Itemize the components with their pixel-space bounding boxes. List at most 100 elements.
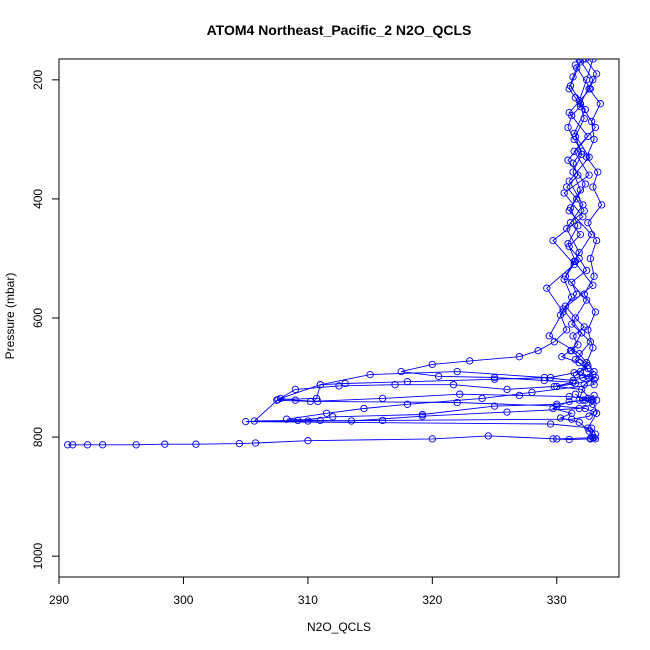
data-point [291, 385, 300, 394]
data-point [568, 347, 576, 355]
y-axis: 200 400 600 800 1000 [31, 70, 59, 570]
plot-frame [58, 58, 620, 578]
data-point [575, 350, 583, 358]
data-point [515, 353, 524, 361]
data-point [560, 189, 568, 197]
data-point [434, 372, 443, 380]
data-point [283, 415, 291, 423]
data-point [304, 417, 312, 425]
data-point [592, 236, 601, 245]
data-point [574, 222, 582, 230]
data-point [576, 230, 585, 239]
data-point [132, 441, 140, 449]
data-point [590, 391, 598, 400]
data-point [591, 373, 600, 382]
data-point [578, 329, 586, 337]
data-point [235, 439, 244, 448]
data-point [573, 370, 581, 379]
series-6 [559, 61, 601, 442]
data-point [586, 338, 595, 346]
data-point [565, 435, 573, 444]
data-point [347, 417, 356, 425]
data-point [581, 59, 590, 63]
data-point [378, 394, 387, 403]
x-tick-label: 330 [547, 593, 567, 607]
data-point [428, 360, 436, 369]
data-point [549, 435, 557, 443]
data-point [575, 404, 583, 413]
y-axis-label: Pressure (mbar) [3, 273, 17, 360]
data-point [584, 326, 592, 334]
data-point [594, 168, 602, 176]
data-point [587, 230, 596, 239]
data-point [586, 85, 595, 93]
data-point [591, 435, 600, 443]
data-point [329, 413, 337, 421]
y-tick-label: 800 [31, 427, 45, 447]
data-point [565, 177, 573, 185]
data-point [571, 314, 580, 322]
data-point [571, 356, 580, 364]
data-point [559, 305, 567, 313]
data-point [478, 394, 486, 403]
data-point [490, 402, 499, 410]
data-point [591, 308, 600, 316]
data-point [561, 272, 570, 280]
data-point [590, 135, 598, 144]
data-point [582, 266, 591, 275]
data-point [571, 61, 580, 69]
data-point [453, 367, 461, 376]
data-point [566, 219, 575, 227]
data-point [584, 394, 592, 403]
y-tick-label: 400 [31, 189, 45, 209]
data-point [564, 156, 572, 164]
data-point [589, 281, 597, 289]
data-point [565, 207, 573, 215]
data-point [586, 434, 595, 442]
data-point [584, 219, 592, 227]
data-point [570, 129, 578, 138]
x-tick-label: 290 [49, 593, 69, 607]
data-point [584, 424, 592, 432]
data-point [570, 147, 578, 155]
data-point [360, 404, 368, 413]
data-point [579, 59, 587, 63]
data-point [564, 239, 572, 248]
data-point [545, 332, 553, 340]
data-point [582, 296, 591, 304]
data-point [585, 171, 593, 179]
plot-area [58, 58, 620, 578]
data-point [503, 408, 511, 416]
data-point [569, 376, 577, 385]
series-layer [64, 59, 606, 449]
series-3 [273, 59, 601, 406]
data-point [575, 396, 583, 404]
data-point [250, 417, 259, 425]
data-point [590, 381, 598, 389]
data-point [378, 416, 387, 425]
x-axis: 290 300 310 320 330 [49, 577, 567, 607]
data-point [565, 392, 573, 401]
series-line [562, 64, 598, 439]
data-point [578, 150, 586, 158]
data-point [579, 373, 587, 382]
data-point [589, 76, 597, 84]
data-point [589, 395, 597, 404]
data-point [316, 381, 324, 389]
y-tick-label: 600 [31, 308, 45, 328]
data-point [534, 347, 542, 355]
data-point [586, 254, 595, 263]
data-point [564, 123, 572, 132]
x-tick-label: 300 [173, 593, 193, 607]
data-point [589, 344, 597, 352]
data-point [581, 180, 590, 188]
data-point [484, 432, 492, 440]
data-point [466, 357, 474, 365]
data-point [418, 410, 427, 419]
data-point [585, 153, 593, 161]
data-point [584, 132, 592, 141]
data-point [490, 375, 499, 383]
data-point [575, 248, 583, 257]
data-point [83, 441, 92, 449]
